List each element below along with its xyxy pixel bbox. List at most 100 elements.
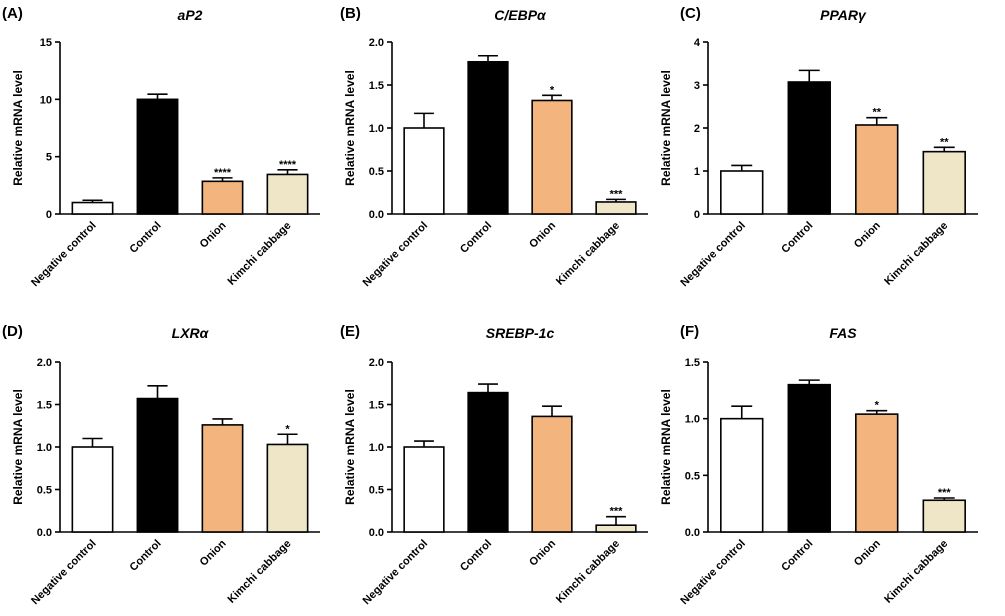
chart-e-ytick-label: 0.5	[369, 485, 384, 497]
chart-f-ytick-label: 1.5	[685, 357, 700, 369]
chart-e-ytick-label: 0.0	[369, 527, 384, 539]
chart-a-ytick-label: 10	[40, 94, 52, 106]
chart-b-ytick-label: 0.5	[369, 166, 384, 178]
chart-c-ytick-label: 2	[694, 123, 700, 135]
chart-f-xtick-label-onion: Onion	[852, 537, 883, 568]
chart-c-ytick-label: 0	[694, 209, 700, 221]
chart-f-bar-negative-control	[720, 417, 764, 533]
chart-d-xtick-label-negative-control: Negative control	[29, 538, 98, 607]
chart-a-xtick-label-control: Control	[127, 220, 163, 256]
chart-e-bar-onion	[531, 415, 573, 533]
chart-c-xtick-label-control: Control	[779, 220, 815, 256]
chart-e-xtick-label-kimchi-cabbage: Kimchi cabbage	[554, 538, 622, 606]
chart-c-title: PPARγ	[820, 7, 867, 23]
chart-b-ytick-label: 1.5	[369, 80, 384, 92]
chart-a-xtick-label-kimchi-cabbage: Kimchi cabbage	[225, 220, 293, 288]
chart-a-title: aP2	[178, 7, 203, 23]
chart-d-xtick-label-control: Control	[127, 538, 163, 574]
chart-f: (F) FAS Relative mRNA level 0.0 0.5 1.0 1.5 Neg…	[659, 323, 978, 607]
chart-f-title: FAS	[829, 325, 857, 341]
chart-b-significance-kimchi-cabbage: ***	[610, 188, 624, 200]
chart-b-xtick-label-control: Control	[458, 220, 494, 256]
chart-c-ytick-label: 4	[694, 37, 701, 49]
chart-a-ytick-label: 0	[46, 209, 52, 221]
chart-e-bar-control	[467, 391, 509, 533]
chart-e-ylabel: Relative mRNA level	[343, 389, 357, 505]
chart-d-ytick-label: 0.5	[37, 485, 52, 497]
chart-d-ytick-label: 1.5	[37, 400, 52, 412]
chart-c-bar-control	[787, 81, 831, 215]
chart-f-bar-control	[787, 383, 831, 533]
chart-c-xtick-label-negative-control: Negative control	[678, 220, 747, 289]
chart-b-bar-kimchi-cabbage	[595, 201, 637, 215]
chart-b-title: C/EBPα	[494, 7, 547, 23]
chart-d-title: LXRα	[172, 325, 210, 341]
chart-c-ylabel: Relative mRNA level	[659, 70, 673, 186]
chart-a-bar-onion	[201, 180, 244, 215]
chart-c-xtick-label-kimchi-cabbage: Kimchi cabbage	[882, 220, 950, 288]
chart-d-bar-kimchi-cabbage	[266, 443, 309, 533]
chart-e-bar-negative-control	[403, 446, 445, 533]
chart-b-xtick-label-onion: Onion	[527, 219, 558, 250]
chart-a-significance-kimchi-cabbage: ****	[279, 159, 297, 171]
chart-d: (D) LXRα Relative mRNA level 0.0 0.5 1.0 1.5 2.…	[2, 323, 320, 607]
chart-b-bar-onion	[531, 99, 573, 215]
chart-e-ytick-label: 2.0	[369, 357, 384, 369]
chart-c-bar-negative-control	[720, 170, 764, 215]
chart-f-significance-onion: *	[875, 400, 880, 412]
chart-d-panel-label: (D)	[2, 323, 23, 340]
chart-b-ytick-label: 1.0	[369, 123, 384, 135]
chart-e-xtick-label-control: Control	[458, 538, 494, 574]
chart-f-xtick-label-kimchi-cabbage: Kimchi cabbage	[882, 538, 950, 606]
chart-e-xtick-label-onion: Onion	[527, 537, 558, 568]
chart-a-ylabel: Relative mRNA level	[11, 70, 25, 186]
chart-d-ylabel: Relative mRNA level	[11, 389, 25, 505]
chart-c-bar-kimchi-cabbage	[922, 150, 966, 215]
chart-a-xtick-label-negative-control: Negative control	[29, 220, 98, 289]
chart-b-xtick-label-kimchi-cabbage: Kimchi cabbage	[554, 220, 622, 288]
chart-b: (B) C/EBPα Relative mRNA level 0.0 0.5 1.0 1.5…	[340, 5, 648, 289]
chart-e-panel-label: (E)	[340, 323, 360, 340]
chart-c-significance-kimchi-cabbage: **	[940, 136, 949, 148]
chart-e: (E) SREBP-1c Relative mRNA level 0.0 0.5 1.0 1…	[340, 323, 648, 607]
chart-a-significance-onion: ****	[214, 167, 232, 179]
chart-a-bar-kimchi-cabbage	[266, 173, 309, 215]
chart-c-ytick-label: 3	[694, 80, 700, 92]
chart-f-significance-kimchi-cabbage: ***	[938, 487, 952, 499]
chart-b-ylabel: Relative mRNA level	[343, 70, 357, 186]
chart-a-bar-control	[136, 98, 179, 215]
chart-c-bar-onion	[855, 124, 899, 215]
chart-c-significance-onion: **	[872, 107, 881, 119]
chart-b-bar-control	[467, 60, 509, 215]
chart-d-ytick-label: 2.0	[37, 357, 52, 369]
chart-f-ytick-label: 1.0	[685, 414, 700, 426]
chart-f-ytick-label: 0.5	[685, 470, 700, 482]
chart-a-xtick-label-onion: Onion	[198, 219, 229, 250]
chart-e-title: SREBP-1c	[486, 325, 555, 341]
chart-d-xtick-label-onion: Onion	[198, 537, 229, 568]
chart-c-panel-label: (C)	[680, 5, 701, 22]
chart-f-bar-onion	[855, 413, 899, 533]
chart-f-ytick-label: 0.0	[685, 527, 700, 539]
chart-c-ytick-label: 1	[694, 166, 700, 178]
chart-f-xtick-label-control: Control	[779, 538, 815, 574]
chart-f-ylabel: Relative mRNA level	[659, 389, 673, 505]
chart-d-ytick-label: 1.0	[37, 442, 52, 454]
chart-c-xtick-label-onion: Onion	[852, 219, 883, 250]
chart-a-ytick-label: 15	[40, 37, 52, 49]
chart-b-xtick-label-negative-control: Negative control	[361, 220, 430, 289]
chart-a-bar-negative-control	[71, 201, 114, 215]
chart-d-xtick-label-kimchi-cabbage: Kimchi cabbage	[225, 538, 293, 606]
chart-b-ytick-label: 0.0	[369, 209, 384, 221]
chart-f-xtick-label-negative-control: Negative control	[678, 538, 747, 607]
chart-e-ytick-label: 1.0	[369, 442, 384, 454]
chart-b-bar-negative-control	[403, 127, 445, 215]
chart-d-bar-negative-control	[71, 446, 114, 533]
chart-d-bar-control	[136, 397, 179, 533]
chart-d-ytick-label: 0.0	[37, 527, 52, 539]
chart-d-bar-onion	[201, 424, 244, 533]
chart-e-significance-kimchi-cabbage: ***	[610, 506, 624, 518]
chart-a-panel-label: (A)	[2, 5, 23, 22]
chart-e-ytick-label: 1.5	[369, 400, 384, 412]
chart-c: (C) PPARγ Relative mRNA level 0 1 2 3 4 Negative…	[659, 5, 978, 289]
